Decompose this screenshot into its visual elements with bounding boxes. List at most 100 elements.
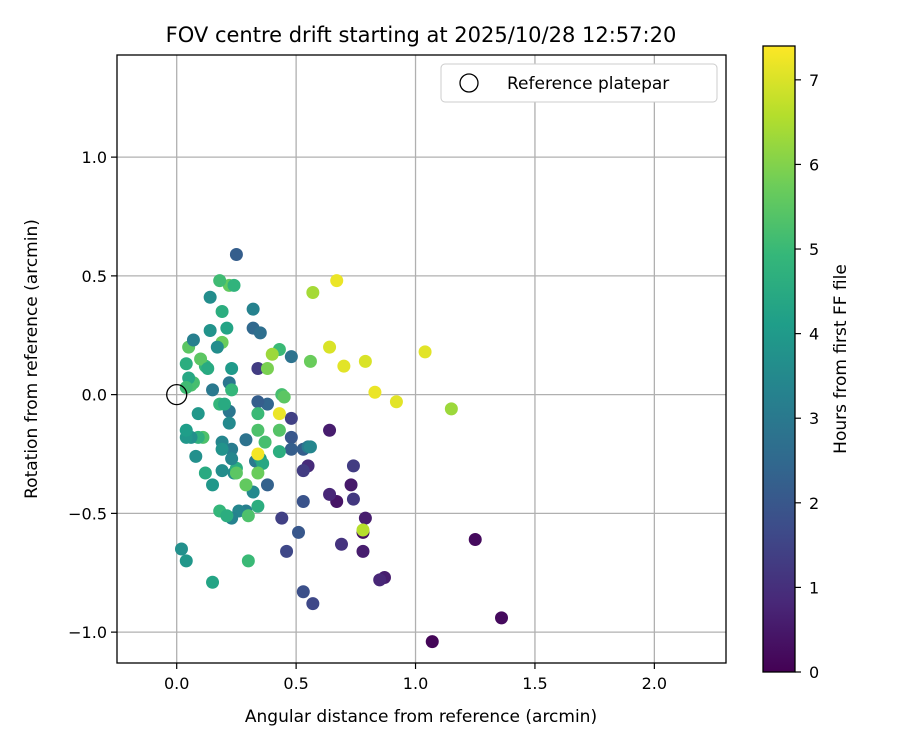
data-point	[251, 362, 265, 375]
data-point	[217, 397, 231, 411]
data-point	[206, 575, 220, 589]
data-point	[260, 362, 274, 375]
data-point	[229, 466, 243, 480]
data-point	[251, 395, 265, 409]
data-point	[344, 478, 358, 492]
colorbar-label: Hours from first FF file	[831, 264, 851, 454]
data-point	[225, 362, 239, 375]
data-point	[179, 381, 193, 394]
reference-platepar-marker	[166, 383, 188, 406]
data-point	[296, 464, 310, 478]
data-point	[296, 495, 310, 508]
data-point	[303, 440, 317, 454]
data-point	[284, 350, 298, 364]
data-point	[337, 359, 351, 373]
data-point	[225, 442, 239, 456]
x-tick-label: 2.0	[642, 674, 667, 693]
data-point	[251, 499, 265, 513]
y-tick-label: −1.0	[68, 623, 107, 642]
data-point	[222, 416, 236, 430]
data-point	[260, 478, 274, 492]
data-point	[444, 402, 458, 416]
data-point	[241, 554, 255, 568]
colorbar-tick-label: 2	[809, 494, 819, 513]
colorbar-frame	[762, 45, 796, 673]
data-point	[174, 542, 188, 556]
data-point	[186, 333, 200, 347]
data-point	[227, 278, 241, 292]
colorbar-tick-label: 3	[809, 409, 819, 428]
data-point	[280, 544, 294, 558]
data-point	[179, 554, 193, 568]
x-tick-label: 1.0	[403, 674, 428, 693]
data-point	[191, 407, 205, 421]
data-point	[356, 523, 370, 537]
data-point	[253, 326, 267, 340]
data-point	[334, 537, 348, 551]
x-axis-label: Angular distance from reference (arcmin)	[245, 707, 597, 727]
data-point	[220, 509, 234, 523]
plot-frame	[116, 54, 727, 664]
data-point	[418, 345, 432, 359]
data-point	[323, 340, 337, 354]
data-point	[275, 511, 289, 525]
data-point	[194, 352, 208, 366]
x-tick-label: 1.5	[522, 674, 547, 693]
data-point	[272, 407, 286, 421]
data-point	[246, 302, 260, 316]
data-point	[251, 466, 265, 480]
data-point	[323, 487, 337, 501]
colorbar-tick-label: 5	[809, 240, 819, 259]
legend: Reference platepar	[440, 63, 718, 103]
scatter-points	[166, 248, 509, 649]
colorbar-tick-label: 6	[809, 155, 819, 174]
data-point	[277, 390, 291, 404]
data-point	[251, 423, 265, 437]
x-tick-label: 0.5	[283, 674, 308, 693]
y-axis-label: Rotation from reference (arcmin)	[22, 219, 42, 499]
data-point	[284, 411, 298, 425]
data-point	[201, 362, 215, 375]
data-point	[425, 635, 439, 649]
data-point	[330, 274, 344, 288]
data-point	[346, 459, 360, 473]
data-point	[306, 597, 320, 611]
data-point	[272, 423, 286, 437]
data-point	[284, 430, 298, 444]
data-point	[346, 492, 360, 506]
data-point	[292, 525, 306, 539]
data-point	[239, 478, 253, 492]
x-tick-label: 0.0	[164, 674, 189, 693]
data-point	[206, 383, 220, 397]
data-point	[229, 248, 243, 261]
colorbar-tick-label: 1	[809, 578, 819, 597]
data-point	[225, 383, 239, 397]
grid	[117, 55, 726, 663]
data-point	[213, 274, 227, 288]
data-point	[495, 611, 509, 625]
colorbar-ticks: 0 1 2 3 4 5 6 7	[795, 71, 819, 682]
data-point	[389, 395, 403, 409]
data-point	[358, 511, 372, 525]
data-point	[198, 466, 212, 480]
y-tick-label: −0.5	[68, 504, 107, 523]
data-point	[203, 290, 217, 304]
colorbar-gradient	[763, 46, 795, 672]
y-tick-label: 0.0	[82, 386, 107, 405]
data-point	[284, 442, 298, 456]
axes: 0.0 0.5 1.0 1.5 2.0 −1.0 −0.5 0.0 0.5 1.0	[68, 148, 667, 693]
data-point	[358, 354, 372, 368]
colorbar-tick-label: 7	[809, 71, 819, 90]
data-point	[265, 347, 279, 361]
legend-box	[440, 63, 718, 103]
data-point	[251, 407, 265, 421]
data-point	[373, 573, 387, 587]
data-point	[215, 305, 229, 318]
data-point	[206, 478, 220, 492]
data-point	[303, 354, 317, 368]
data-point	[368, 385, 382, 399]
data-point	[241, 509, 255, 523]
colorbar: 0 1 2 3 4 5 6 7 Hours from first FF file	[762, 45, 851, 682]
data-point	[225, 452, 239, 466]
